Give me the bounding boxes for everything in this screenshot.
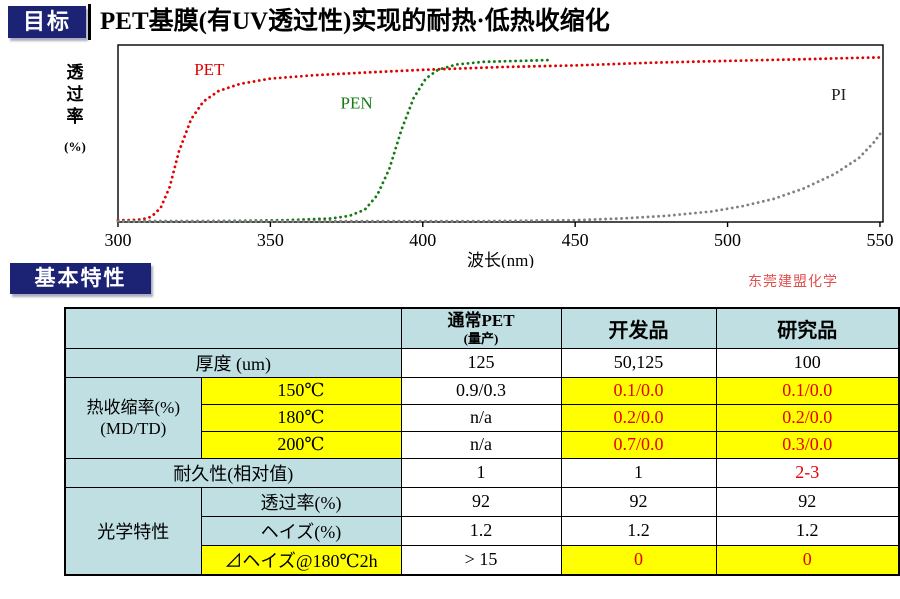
y-axis-label-text: 透过率	[56, 62, 94, 128]
x-tick-label: 550	[866, 230, 893, 250]
shrinkage-150-developed: 0.1/0.0	[560, 376, 717, 405]
durability-research: 2-3	[715, 457, 900, 488]
series-label-PI: PI	[831, 85, 846, 104]
sub-label-200c: 200℃	[200, 430, 402, 459]
cell-line: 热收缩率(%)	[86, 397, 180, 417]
shrinkage-180c-row: 180℃ n/a 0.2/0.0 0.2/0.0	[65, 403, 900, 432]
y-axis-label-char: 率	[66, 107, 84, 126]
thickness-research: 100	[715, 347, 900, 378]
x-tick-label: 400	[409, 230, 436, 250]
optical-transmittance-row: 光学特性 透过率(%) 92 92 92	[64, 486, 900, 576]
delta-haze-developed: 0	[560, 544, 717, 576]
shrinkage-150c-row: 热收缩率(%) (MD/TD) 150℃ 0.9/0.3 0.1/0.0 0.1/0.0	[64, 376, 900, 459]
row-label-heat-shrinkage: 热收缩率(%) (MD/TD)	[64, 376, 202, 459]
series-line-PI	[116, 128, 885, 223]
sub-label-haze: ヘイズ(%)	[200, 515, 402, 546]
y-axis-label-char: 过	[66, 85, 84, 104]
thickness-normal-pet: 125	[400, 347, 562, 378]
x-tick-label: 350	[257, 230, 284, 250]
x-tick-label: 450	[562, 230, 589, 250]
row-label-optical: 光学特性	[64, 486, 202, 576]
col-header-developed: 开发品	[560, 307, 717, 349]
shrinkage-150-normal-pet: 0.9/0.3	[400, 376, 562, 405]
transmittance-chart: 300 350 400 450 500 550 波长(nm) PET PEN PI	[105, 44, 893, 268]
optical-delta-haze-row: ⊿ヘイズ@180℃2h > 15 0 0	[65, 544, 900, 576]
sub-label-delta-haze: ⊿ヘイズ@180℃2h	[200, 544, 402, 576]
header-row: 通常PET (量产) 开发品 研究品	[64, 307, 900, 349]
y-axis-unit: (%)	[64, 139, 86, 154]
spec-table: 通常PET (量产) 开发品 研究品 厚度 (um) 125 50,125 100 热收缩率(%…	[64, 307, 900, 576]
row-label-thickness: 厚度 (um)	[64, 347, 402, 378]
x-tick-label: 500	[714, 230, 741, 250]
transmittance-normal-pet: 92	[400, 486, 562, 517]
series-line-PEN	[116, 58, 553, 223]
shrinkage-150-research: 0.1/0.0	[715, 376, 900, 405]
thickness-row: 厚度 (um) 125 50,125 100	[64, 347, 900, 378]
shrinkage-180-developed: 0.2/0.0	[560, 403, 717, 432]
delta-haze-normal-pet: > 15	[400, 544, 562, 576]
delta-haze-research: 0	[715, 544, 900, 576]
durability-row: 耐久性(相对值) 1 1 2-3	[64, 457, 900, 488]
y-axis-label: 透过率 (%)	[56, 62, 94, 158]
durability-normal-pet: 1	[400, 457, 562, 488]
transmittance-developed: 92	[560, 486, 717, 517]
goal-badge: 目标	[8, 6, 86, 38]
plot-area	[117, 44, 884, 223]
shrinkage-180-normal-pet: n/a	[400, 403, 562, 432]
y-axis-label-char: 透	[66, 63, 84, 82]
thickness-developed: 50,125	[560, 347, 717, 378]
series-line-PET	[116, 55, 885, 222]
shrinkage-180-research: 0.2/0.0	[715, 403, 900, 432]
shrinkage-200-developed: 0.7/0.0	[560, 430, 717, 459]
sub-label-transmittance: 透过率(%)	[200, 486, 402, 517]
transmittance-research: 92	[715, 486, 900, 517]
basic-properties-badge: 基本特性	[10, 263, 151, 294]
optical-haze-row: ヘイズ(%) 1.2 1.2 1.2	[65, 515, 900, 546]
shrinkage-200-research: 0.3/0.0	[715, 430, 900, 459]
cell-line: (MD/TD)	[100, 418, 167, 438]
sub-label-180c: 180℃	[200, 403, 402, 432]
cell-main-line: 通常PET	[447, 311, 515, 330]
cell-sub-line: (量产)	[463, 331, 499, 347]
company-name: 东莞建盟化学	[748, 275, 838, 290]
haze-developed: 1.2	[560, 515, 717, 546]
series-label-PEN: PEN	[340, 94, 372, 113]
corner-cell	[64, 307, 402, 349]
col-header-research: 研究品	[715, 307, 900, 349]
page-title: PET基膜(有UV透过性)实现的耐热·低热收缩化	[88, 4, 610, 40]
haze-research: 1.2	[715, 515, 900, 546]
sub-label-150c: 150℃	[200, 376, 402, 405]
col-header-normal-pet: 通常PET (量产)	[400, 307, 562, 349]
shrinkage-200-normal-pet: n/a	[400, 430, 562, 459]
series-label-PET: PET	[194, 60, 225, 79]
durability-developed: 1	[560, 457, 717, 488]
x-tick-label: 300	[105, 230, 132, 250]
row-label-durability: 耐久性(相对值)	[64, 457, 402, 488]
haze-normal-pet: 1.2	[400, 515, 562, 546]
x-axis-label: 波长(nm)	[467, 251, 534, 268]
